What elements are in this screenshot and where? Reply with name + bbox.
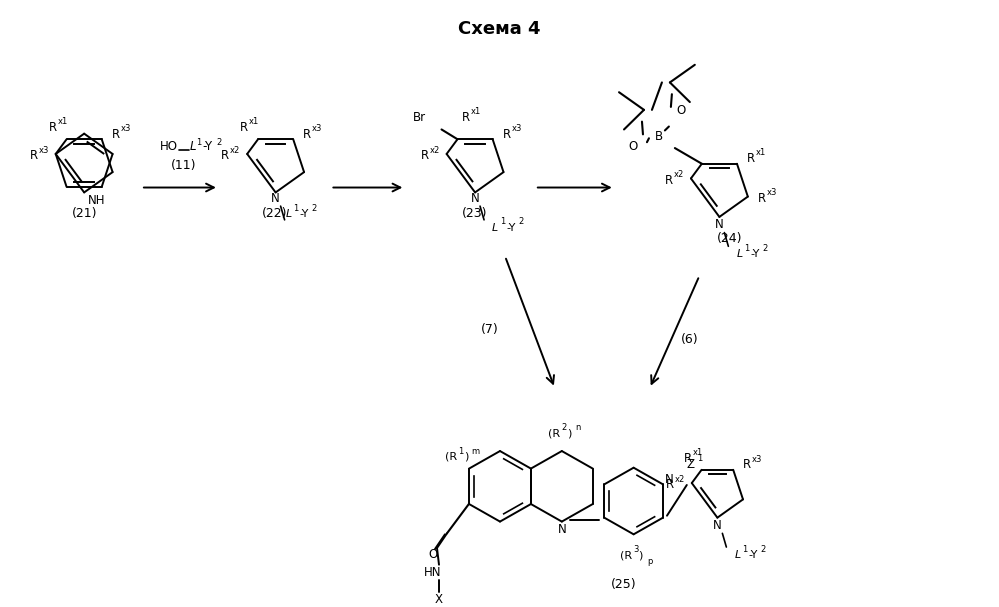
Text: -Y: -Y	[203, 140, 213, 153]
Text: N: N	[272, 192, 280, 205]
Text: X: X	[435, 594, 443, 606]
Text: -Y: -Y	[750, 249, 759, 259]
Text: B: B	[655, 130, 663, 143]
Text: (R: (R	[547, 429, 559, 438]
Text: (21): (21)	[71, 208, 97, 220]
Text: x3: x3	[39, 146, 49, 155]
Text: N: N	[557, 523, 566, 536]
Text: L: L	[493, 223, 499, 232]
Text: 1: 1	[744, 244, 749, 253]
Text: O: O	[676, 104, 685, 117]
Text: x3: x3	[766, 188, 777, 197]
Text: R: R	[743, 458, 751, 472]
Text: R: R	[665, 174, 673, 187]
Text: ): )	[464, 452, 469, 462]
Text: (23): (23)	[463, 208, 488, 220]
Text: R: R	[462, 111, 470, 124]
Text: n: n	[575, 423, 580, 432]
Text: (6): (6)	[680, 333, 698, 346]
Text: (25): (25)	[610, 578, 636, 591]
Text: 1: 1	[697, 455, 702, 463]
Text: (7): (7)	[482, 323, 499, 336]
Text: x2: x2	[230, 146, 241, 155]
Text: -Y: -Y	[505, 223, 515, 232]
Text: N: N	[715, 219, 723, 231]
Text: Z: Z	[687, 458, 695, 471]
Text: x1: x1	[249, 117, 259, 126]
Text: x3: x3	[121, 124, 131, 133]
Text: (22): (22)	[262, 208, 287, 220]
Text: x3: x3	[752, 455, 762, 464]
Text: x1: x1	[692, 448, 702, 456]
Text: (R: (R	[445, 452, 457, 462]
Text: 3: 3	[633, 546, 638, 554]
Text: R: R	[747, 152, 755, 165]
Text: N: N	[713, 519, 721, 532]
Text: O: O	[429, 548, 438, 561]
Text: x2: x2	[430, 146, 440, 155]
Text: 1: 1	[500, 217, 505, 226]
Text: m: m	[471, 447, 479, 455]
Text: R: R	[112, 128, 120, 141]
Text: 1: 1	[294, 203, 299, 212]
Text: 2: 2	[216, 138, 222, 147]
Text: x2: x2	[674, 170, 684, 179]
Text: R: R	[49, 121, 57, 134]
Text: HN: HN	[425, 566, 442, 579]
Text: R: R	[30, 149, 38, 163]
Text: R: R	[757, 192, 766, 205]
Text: R: R	[683, 452, 691, 464]
Text: ): )	[566, 429, 571, 438]
Text: (24): (24)	[716, 232, 742, 245]
Text: x3: x3	[312, 124, 323, 133]
Text: NH: NH	[88, 194, 106, 207]
Text: (11): (11)	[171, 160, 197, 172]
Text: N: N	[664, 473, 673, 486]
Text: R: R	[221, 149, 230, 163]
Text: x3: x3	[511, 124, 521, 133]
Text: 2: 2	[561, 423, 566, 432]
Text: x1: x1	[756, 149, 766, 157]
Text: 2: 2	[762, 244, 767, 253]
Text: L: L	[190, 140, 196, 153]
Text: (R: (R	[619, 551, 631, 561]
Text: O: O	[628, 140, 637, 152]
Text: R: R	[502, 128, 510, 141]
Text: HO: HO	[160, 140, 178, 153]
Text: -Y: -Y	[748, 550, 757, 560]
Text: L: L	[286, 209, 292, 219]
Text: p: p	[647, 557, 652, 566]
Text: 1: 1	[459, 447, 464, 455]
Text: R: R	[240, 121, 248, 134]
Text: ): )	[638, 551, 642, 561]
Text: 2: 2	[760, 544, 765, 554]
Text: x2: x2	[674, 475, 685, 484]
Text: R: R	[665, 478, 674, 492]
Text: -Y: -Y	[300, 209, 309, 219]
Text: 1: 1	[196, 138, 202, 147]
Text: Br: Br	[413, 111, 426, 124]
Text: R: R	[421, 149, 429, 163]
Text: R: R	[303, 128, 312, 141]
Text: L: L	[736, 249, 742, 259]
Text: N: N	[471, 192, 480, 205]
Text: x1: x1	[471, 107, 481, 117]
Text: 1: 1	[742, 544, 747, 554]
Text: L: L	[734, 550, 740, 560]
Text: 2: 2	[312, 203, 317, 212]
Text: 2: 2	[517, 217, 523, 226]
Text: Схема 4: Схема 4	[458, 20, 540, 38]
Text: x1: x1	[58, 117, 68, 126]
